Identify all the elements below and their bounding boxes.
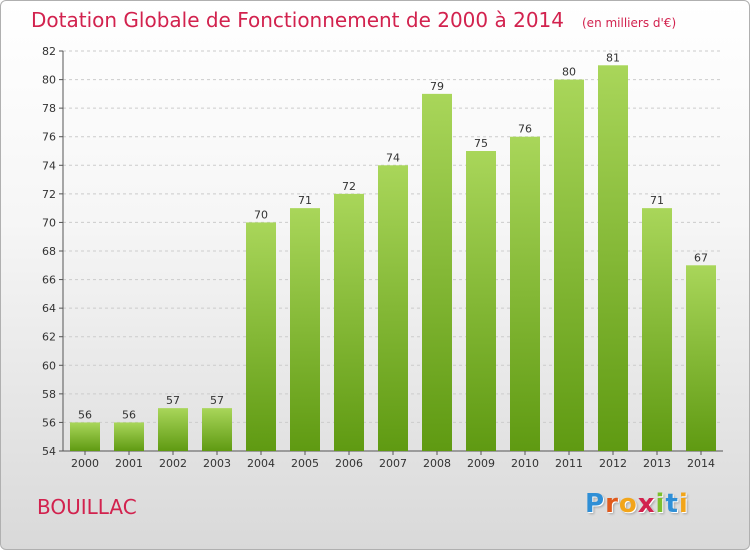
x-tick-label: 2005: [291, 457, 319, 470]
x-tick-label: 2011: [555, 457, 583, 470]
y-tick-label: 64: [42, 302, 56, 315]
y-tick-label: 54: [42, 445, 56, 458]
x-tick-label: 2013: [643, 457, 671, 470]
x-tick-label: 2012: [599, 457, 627, 470]
y-tick-label: 62: [42, 331, 56, 344]
bar: [202, 408, 232, 451]
x-tick-label: 2008: [423, 457, 451, 470]
bar: [510, 136, 540, 451]
logo-letter: r: [605, 489, 619, 519]
logo-letter: i: [678, 489, 689, 519]
x-tick-label: 2001: [115, 457, 143, 470]
logo-letter: t: [665, 489, 679, 519]
bar: [114, 422, 144, 451]
y-tick-label: 66: [42, 274, 56, 287]
bar: [554, 79, 584, 452]
x-tick-label: 2004: [247, 457, 275, 470]
bar-value-label: 74: [386, 151, 400, 164]
logo-letter: P: [585, 489, 606, 519]
x-tick-label: 2007: [379, 457, 407, 470]
bar: [70, 422, 100, 451]
logo-letter: x: [637, 489, 656, 519]
logo-letter: o: [618, 489, 638, 519]
bar-value-label: 80: [562, 66, 576, 79]
y-tick-label: 72: [42, 188, 56, 201]
bar: [246, 222, 276, 451]
y-tick-label: 80: [42, 74, 56, 87]
bar: [422, 93, 452, 451]
proxiti-logo[interactable]: Proxiti: [585, 489, 689, 519]
y-tick-label: 68: [42, 245, 56, 258]
x-tick-label: 2009: [467, 457, 495, 470]
chart-unit-note: (en milliers d'€): [582, 16, 677, 30]
bar-value-label: 71: [650, 194, 664, 207]
x-tick-label: 2003: [203, 457, 231, 470]
labels: 54 56 58 60 62 64 66 68 70 72 74 76 78 80 82 56 2000 56 20…: [42, 45, 715, 470]
x-tick-label: 2010: [511, 457, 539, 470]
x-tick-label: 2006: [335, 457, 363, 470]
bar: [378, 165, 408, 452]
bar-value-label: 79: [430, 80, 444, 93]
bar-value-label: 75: [474, 137, 488, 150]
y-tick-label: 60: [42, 359, 56, 372]
bar-value-label: 57: [210, 394, 224, 407]
y-tick-label: 78: [42, 102, 56, 115]
y-tick-label: 58: [42, 388, 56, 401]
bar-value-label: 56: [122, 408, 136, 421]
bar-value-label: 57: [166, 394, 180, 407]
bar-value-label: 56: [78, 408, 92, 421]
y-tick-label: 70: [42, 216, 56, 229]
x-tick-label: 2002: [159, 457, 187, 470]
bar-value-label: 71: [298, 194, 312, 207]
commune-name: BOUILLAC: [37, 495, 137, 519]
bar-value-label: 72: [342, 180, 356, 193]
title-line: Dotation Globale de Fonctionnement de 20…: [31, 8, 676, 32]
y-tick-label: 82: [42, 45, 56, 58]
y-tick-label: 76: [42, 131, 56, 144]
y-tick-label: 74: [42, 159, 56, 172]
bar: [686, 265, 716, 451]
bar: [598, 65, 628, 452]
chart-title: Dotation Globale de Fonctionnement de 20…: [31, 8, 564, 32]
bar-value-label: 70: [254, 208, 268, 221]
x-tick-label: 2000: [71, 457, 99, 470]
logo-letter: i: [655, 489, 666, 519]
bar-value-label: 81: [606, 51, 620, 64]
bars: [70, 65, 716, 452]
y-tick-label: 56: [42, 416, 56, 429]
bar: [290, 208, 320, 451]
bar: [334, 193, 364, 451]
bar-value-label: 76: [518, 123, 532, 136]
x-tick-label: 2014: [687, 457, 715, 470]
bar: [642, 208, 672, 451]
bar: [158, 408, 188, 451]
bar: [466, 151, 496, 451]
bar-value-label: 67: [694, 251, 708, 264]
